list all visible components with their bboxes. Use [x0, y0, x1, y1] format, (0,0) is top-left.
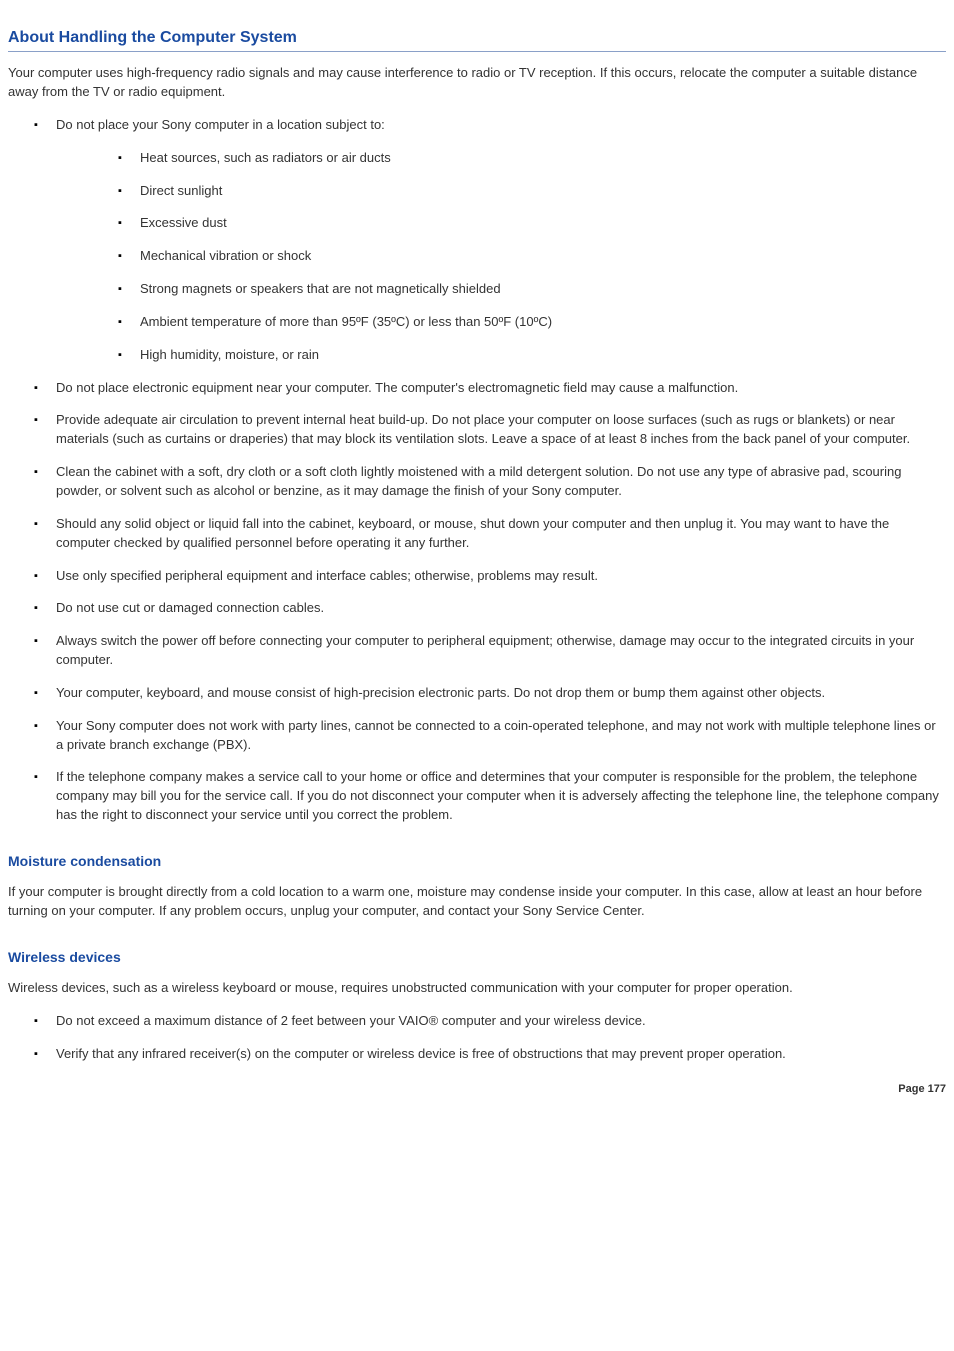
list-item: Mechanical vibration or shock — [56, 247, 946, 266]
list-item: Do not use cut or damaged connection cab… — [8, 599, 946, 618]
list-item: If the telephone company makes a service… — [8, 768, 946, 825]
list-item: Direct sunlight — [56, 182, 946, 201]
moisture-heading: Moisture condensation — [8, 851, 946, 871]
intro-paragraph: Your computer uses high-frequency radio … — [8, 64, 946, 102]
list-item: Do not exceed a maximum distance of 2 fe… — [8, 1012, 946, 1031]
page-number: Page 177 — [8, 1082, 946, 1098]
list-item: Excessive dust — [56, 214, 946, 233]
list-item: Verify that any infrared receiver(s) on … — [8, 1045, 946, 1064]
list-item: High humidity, moisture, or rain — [56, 346, 946, 365]
list-item: Should any solid object or liquid fall i… — [8, 515, 946, 553]
list-item: Provide adequate air circulation to prev… — [8, 411, 946, 449]
moisture-paragraph: If your computer is brought directly fro… — [8, 883, 946, 921]
list-item: Your Sony computer does not work with pa… — [8, 717, 946, 755]
wireless-paragraph: Wireless devices, such as a wireless key… — [8, 979, 946, 998]
nested-bullet-list: Heat sources, such as radiators or air d… — [56, 149, 946, 365]
wireless-bullet-list: Do not exceed a maximum distance of 2 fe… — [8, 1012, 946, 1064]
list-item: Ambient temperature of more than 95ºF (3… — [56, 313, 946, 332]
list-item: Do not place electronic equipment near y… — [8, 379, 946, 398]
page-title: About Handling the Computer System — [8, 26, 946, 52]
list-item: Use only specified peripheral equipment … — [8, 567, 946, 586]
list-item: Always switch the power off before conne… — [8, 632, 946, 670]
list-item: Heat sources, such as radiators or air d… — [56, 149, 946, 168]
list-item: Strong magnets or speakers that are not … — [56, 280, 946, 299]
main-bullet-list: Do not place your Sony computer in a loc… — [8, 116, 946, 825]
list-item-text: Do not place your Sony computer in a loc… — [56, 117, 385, 132]
list-item: Your computer, keyboard, and mouse consi… — [8, 684, 946, 703]
list-item: Clean the cabinet with a soft, dry cloth… — [8, 463, 946, 501]
list-item: Do not place your Sony computer in a loc… — [8, 116, 946, 365]
wireless-heading: Wireless devices — [8, 947, 946, 967]
